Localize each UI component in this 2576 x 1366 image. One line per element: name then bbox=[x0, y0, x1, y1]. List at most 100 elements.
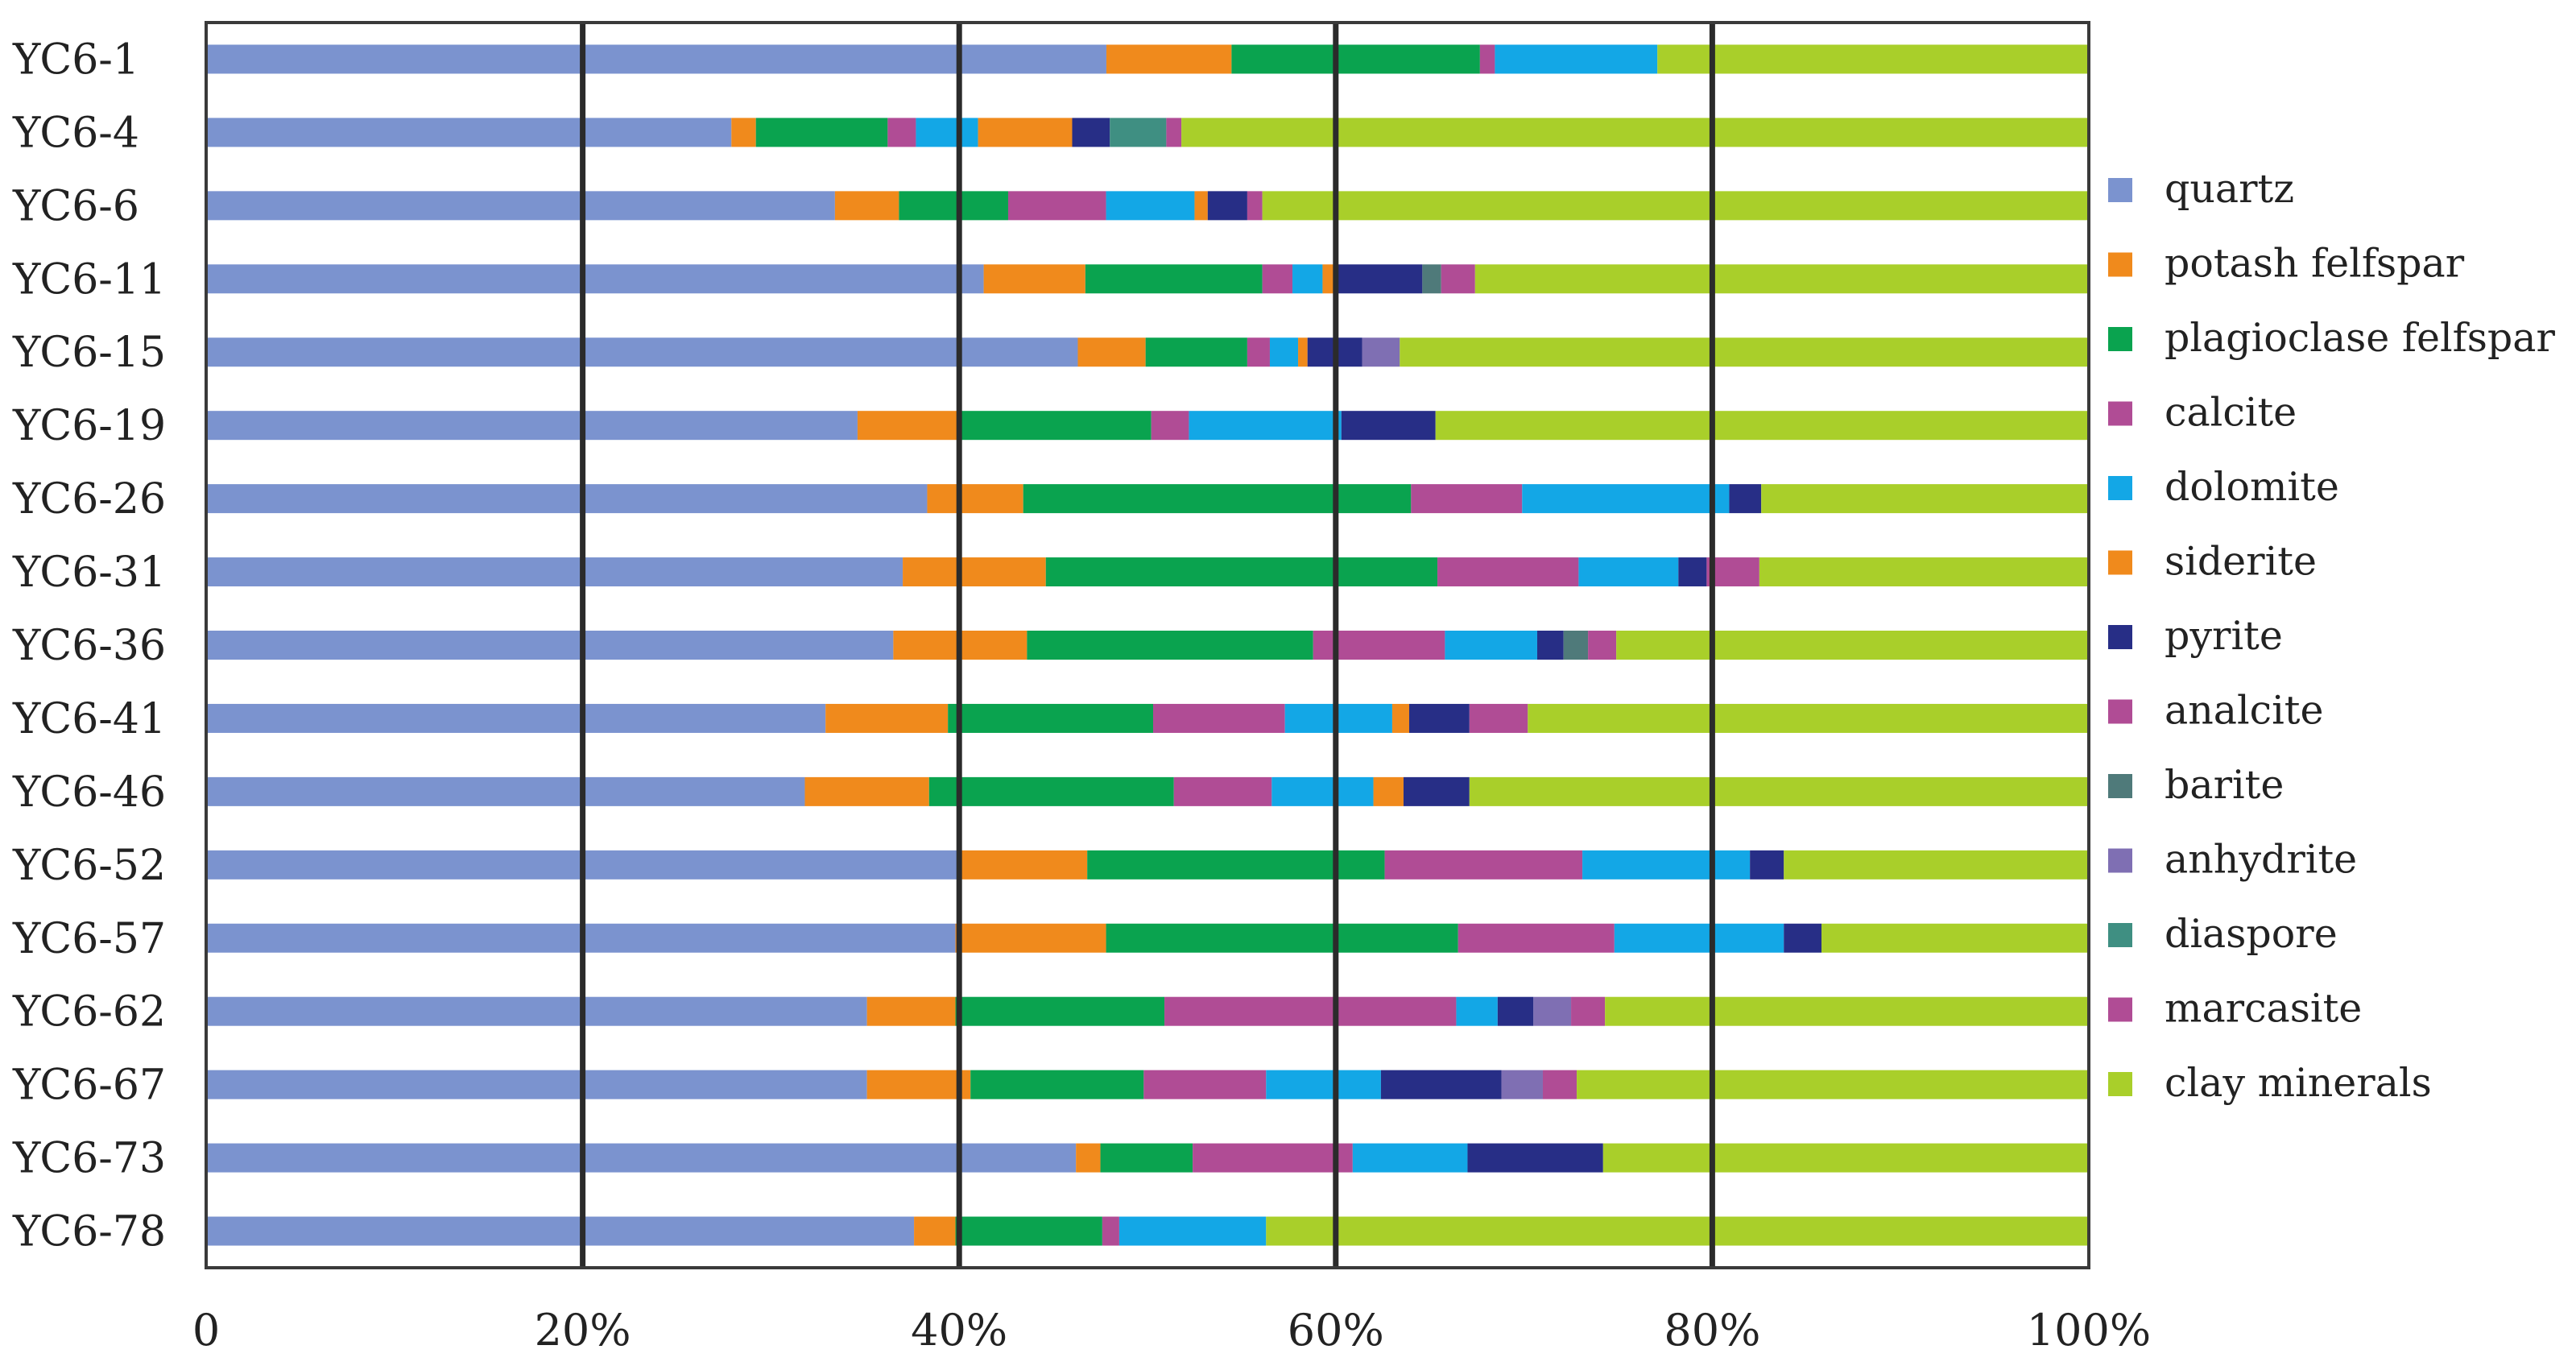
bar-segment-yc6-46-pyrite bbox=[1403, 776, 1470, 806]
category-label-yc6-11: YC6-11 bbox=[12, 255, 166, 304]
bar-segment-yc6-15-potash-felfspar bbox=[1077, 337, 1146, 367]
bar-segment-yc6-62-pyrite bbox=[1497, 996, 1534, 1026]
bar-segment-yc6-62-dolomite bbox=[1456, 996, 1498, 1026]
legend-label-siderite: siderite bbox=[2165, 539, 2317, 585]
bar-segment-yc6-1-quartz bbox=[206, 44, 1106, 74]
legend-label-marcasite: marcasite bbox=[2165, 986, 2362, 1032]
bar-segment-yc6-11-siderite bbox=[1322, 264, 1334, 294]
bar-segment-yc6-31-pyrite bbox=[1678, 557, 1707, 587]
bar-segment-yc6-36-calcite bbox=[1313, 631, 1445, 660]
bar-segment-yc6-73-potash-felfspar bbox=[1076, 1143, 1101, 1173]
legend-label-barite: barite bbox=[2165, 762, 2284, 808]
bar-segment-yc6-26-calcite bbox=[1411, 484, 1523, 514]
bar-segment-yc6-19-plagioclase-felfspar bbox=[957, 411, 1152, 441]
x-tick-label-0: 0 bbox=[192, 1305, 220, 1356]
bar-segment-yc6-62-calcite bbox=[1164, 996, 1457, 1026]
category-label-yc6-31: YC6-31 bbox=[12, 548, 166, 597]
bar-segment-yc6-52-pyrite bbox=[1750, 850, 1784, 880]
bar-segment-yc6-73-dolomite bbox=[1352, 1143, 1468, 1173]
bar-segment-yc6-62-potash-felfspar bbox=[866, 996, 956, 1026]
bar-segment-yc6-57-potash-felfspar bbox=[955, 923, 1106, 953]
bar-segment-yc6-1-potash-felfspar bbox=[1106, 44, 1232, 74]
legend-label-potash-felfspar: potash felfspar bbox=[2165, 241, 2465, 287]
bar-segment-yc6-67-anhydrite bbox=[1501, 1070, 1543, 1099]
bar-segment-yc6-41-marcasite bbox=[1469, 703, 1528, 733]
bar-segment-yc6-6-plagioclase-felfspar bbox=[899, 191, 1008, 221]
legend-swatch-diaspore bbox=[2108, 923, 2132, 947]
bar-segment-yc6-41-plagioclase-felfspar bbox=[948, 703, 1154, 733]
bar-segment-yc6-6-potash-felfspar bbox=[834, 191, 899, 221]
legend-swatch-analcite bbox=[2108, 699, 2132, 724]
category-labels: YC6-1 YC6-4 YC6-6 YC6-11 YC6-15 YC6-19 YC6-26 Y… bbox=[12, 35, 166, 1256]
bar-segment-yc6-41-potash-felfspar bbox=[825, 703, 949, 733]
category-label-yc6-52: YC6-52 bbox=[12, 842, 166, 890]
bar-segment-yc6-4-marcasite bbox=[1166, 118, 1182, 147]
bar-segment-yc6-11-barite bbox=[1422, 264, 1441, 294]
bar-segment-yc6-19-potash-felfspar bbox=[857, 411, 957, 441]
bar-segment-yc6-19-dolomite bbox=[1189, 411, 1342, 441]
legend-swatch-potash-felfspar bbox=[2108, 252, 2132, 277]
bar-segment-yc6-73-plagioclase-felfspar bbox=[1100, 1143, 1193, 1173]
x-tick-label-100: 100% bbox=[2027, 1305, 2151, 1356]
bar-segment-yc6-11-dolomite bbox=[1292, 264, 1323, 294]
legend: quartz potash felfspar plagioclase felfspa… bbox=[2108, 166, 2556, 1106]
bar-segment-yc6-15-siderite bbox=[1298, 337, 1308, 367]
bar-segment-yc6-11-quartz bbox=[206, 264, 984, 294]
legend-swatch-plagioclase-felfspar bbox=[2108, 327, 2132, 351]
bar-segment-yc6-67-plagioclase-felfspar bbox=[970, 1070, 1144, 1099]
bar-segment-yc6-31-potash-felfspar bbox=[903, 557, 1046, 587]
category-label-yc6-73: YC6-73 bbox=[12, 1135, 166, 1183]
bar-segment-yc6-73-quartz bbox=[206, 1143, 1077, 1173]
bar-segment-yc6-31-quartz bbox=[206, 557, 903, 587]
bar-segment-yc6-36-dolomite bbox=[1445, 631, 1537, 660]
category-label-yc6-78: YC6-78 bbox=[12, 1208, 166, 1256]
x-tick-label-40: 40% bbox=[911, 1305, 1007, 1356]
bar-segment-yc6-78-calcite bbox=[1102, 1216, 1119, 1246]
bars-layer bbox=[206, 44, 2089, 1246]
bar-segment-yc6-6-clay-minerals bbox=[1262, 191, 2089, 221]
bar-segment-yc6-11-marcasite bbox=[1441, 264, 1475, 294]
bar-segment-yc6-62-plagioclase-felfspar bbox=[955, 996, 1165, 1026]
x-tick-label-60: 60% bbox=[1288, 1305, 1384, 1356]
bar-segment-yc6-52-plagioclase-felfspar bbox=[1087, 850, 1385, 880]
category-label-yc6-15: YC6-15 bbox=[12, 329, 166, 377]
bar-segment-yc6-46-quartz bbox=[206, 776, 805, 806]
bar-segment-yc6-73-pyrite bbox=[1467, 1143, 1603, 1173]
bar-segment-yc6-4-quartz bbox=[206, 118, 732, 147]
bar-segment-yc6-1-clay-minerals bbox=[1657, 44, 2089, 74]
bar-segment-yc6-1-plagioclase-felfspar bbox=[1231, 44, 1480, 74]
bar-segment-yc6-52-potash-felfspar bbox=[957, 850, 1088, 880]
legend-swatch-calcite bbox=[2108, 401, 2132, 426]
bar-segment-yc6-15-calcite bbox=[1247, 337, 1270, 367]
bar-segment-yc6-41-clay-minerals bbox=[1528, 703, 2089, 733]
bar-segment-yc6-57-clay-minerals bbox=[1821, 923, 2089, 953]
bar-segment-yc6-15-clay-minerals bbox=[1400, 337, 2089, 367]
bar-segment-yc6-78-quartz bbox=[206, 1216, 915, 1246]
bar-segment-yc6-4-diaspore bbox=[1110, 118, 1167, 147]
bar-segment-yc6-26-pyrite bbox=[1729, 484, 1762, 514]
bar-segment-yc6-31-calcite bbox=[1437, 557, 1579, 587]
bar-segment-yc6-62-anhydrite bbox=[1533, 996, 1572, 1026]
category-label-yc6-4: YC6-4 bbox=[12, 109, 139, 157]
bar-segment-yc6-15-plagioclase-felfspar bbox=[1145, 337, 1247, 367]
bar-segment-yc6-26-quartz bbox=[206, 484, 928, 514]
bar-segment-yc6-57-calcite bbox=[1458, 923, 1615, 953]
bar-segment-yc6-4-dolomite bbox=[916, 118, 978, 147]
bar-segment-yc6-11-calcite bbox=[1262, 264, 1293, 294]
bar-segment-yc6-31-marcasite bbox=[1706, 557, 1759, 587]
bar-segment-yc6-31-dolomite bbox=[1578, 557, 1679, 587]
bar-segment-yc6-1-dolomite bbox=[1495, 44, 1658, 74]
bar-segment-yc6-78-plagioclase-felfspar bbox=[955, 1216, 1102, 1246]
legend-label-clay-minerals: clay minerals bbox=[2165, 1060, 2432, 1106]
category-label-yc6-26: YC6-26 bbox=[12, 475, 166, 524]
category-label-yc6-41: YC6-41 bbox=[12, 695, 166, 743]
bar-segment-yc6-4-clay-minerals bbox=[1181, 118, 2089, 147]
bar-segment-yc6-67-pyrite bbox=[1380, 1070, 1502, 1099]
bar-segment-yc6-67-clay-minerals bbox=[1577, 1070, 2089, 1099]
bar-segment-yc6-78-potash-felfspar bbox=[914, 1216, 956, 1246]
bar-segment-yc6-41-pyrite bbox=[1408, 703, 1470, 733]
legend-swatch-siderite bbox=[2108, 550, 2132, 575]
bar-segment-yc6-57-plagioclase-felfspar bbox=[1106, 923, 1458, 953]
legend-swatch-dolomite bbox=[2108, 476, 2132, 500]
